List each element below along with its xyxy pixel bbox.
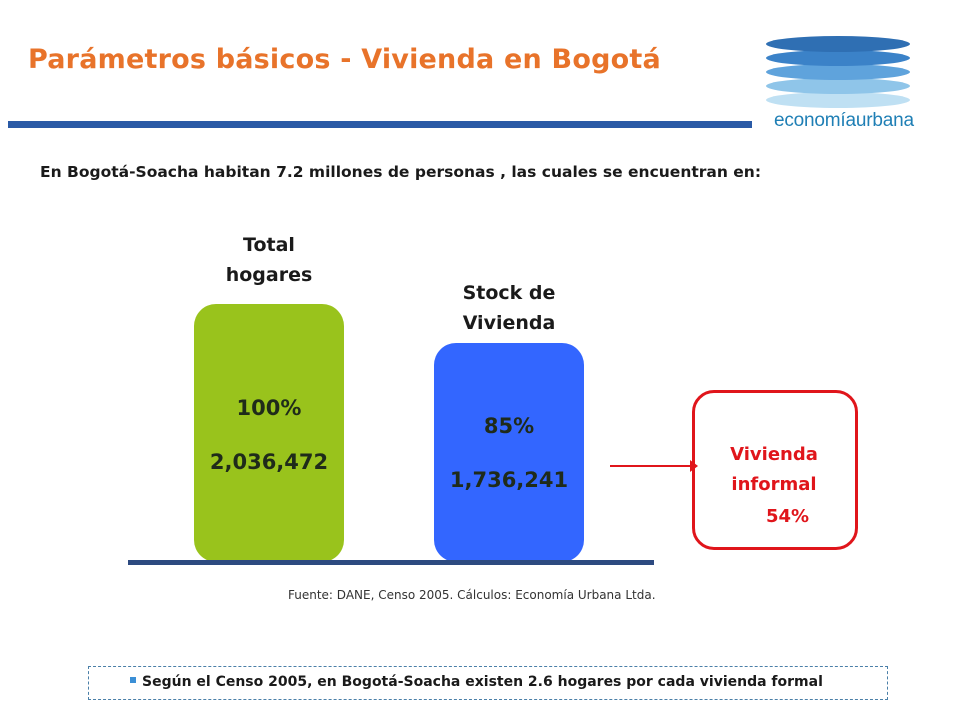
footnote-text: Según el Censo 2005, en Bogotá-Soacha ex… (130, 674, 823, 690)
footnote-box (88, 666, 888, 700)
intro-text: En Bogotá-Soacha habitan 7.2 millones de… (40, 163, 762, 181)
bar-pct-stock-vivienda: 85% (483, 414, 535, 438)
title-underline (8, 121, 752, 128)
arrow-right-icon (610, 460, 698, 472)
bar-stock-vivienda (434, 343, 584, 562)
bar-pct-total-hogares: 100% (236, 396, 302, 420)
bar-title-line2: hogares (225, 264, 313, 286)
bar-title-line2: Vivienda (462, 312, 556, 334)
bar-title-total-hogares: Total hogares (194, 230, 344, 290)
vivienda-informal-pct: 54% (766, 506, 810, 527)
logo-wordmark-b: urbana (855, 110, 914, 131)
bar-total-hogares (194, 304, 344, 562)
bar-count-total-hogares: 2,036,472 (209, 450, 329, 474)
chart-baseline (128, 560, 654, 565)
bar-title-line1: Stock de (462, 282, 556, 304)
vivienda-informal-box (692, 390, 858, 550)
page-title: Parámetros básicos - Vivienda en Bogotá (28, 44, 661, 75)
logo-wordmark: economíaurbana (774, 110, 914, 132)
bullet-icon (130, 677, 136, 683)
logo-wordmark-a: economía (774, 110, 856, 131)
bar-title-stock-vivienda: Stock de Vivienda (434, 278, 584, 338)
informal-line2: informal (731, 474, 817, 495)
footnote-label: Según el Censo 2005, en Bogotá-Soacha ex… (142, 674, 823, 690)
informal-line1: Vivienda (730, 444, 818, 465)
bar-count-stock-vivienda: 1,736,241 (449, 468, 569, 492)
bar-title-line1: Total (243, 234, 295, 256)
economia-urbana-logo-icon (766, 36, 910, 108)
source-note: Fuente: DANE, Censo 2005. Cálculos: Econ… (288, 588, 656, 602)
vivienda-informal-label: Vivienda informal (706, 440, 842, 500)
